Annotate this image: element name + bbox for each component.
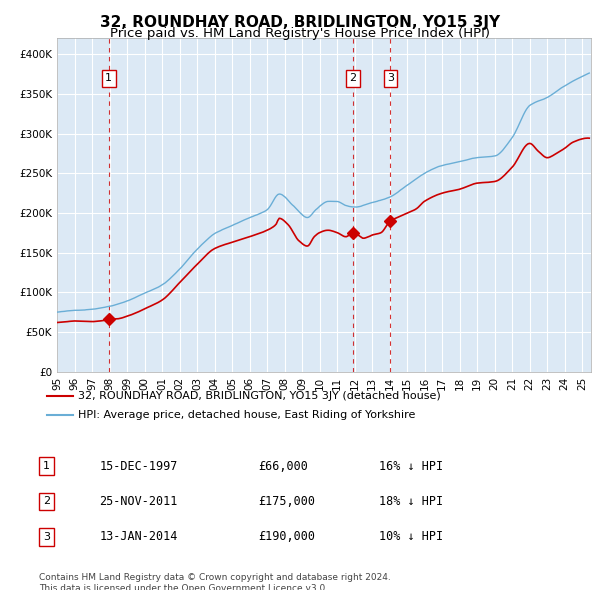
Text: £190,000: £190,000	[258, 530, 315, 543]
Text: Contains HM Land Registry data © Crown copyright and database right 2024.
This d: Contains HM Land Registry data © Crown c…	[39, 573, 391, 590]
Text: 32, ROUNDHAY ROAD, BRIDLINGTON, YO15 3JY: 32, ROUNDHAY ROAD, BRIDLINGTON, YO15 3JY	[100, 15, 500, 30]
Text: 1: 1	[106, 73, 112, 83]
Text: 1: 1	[43, 461, 50, 471]
Text: 25-NOV-2011: 25-NOV-2011	[100, 495, 178, 508]
Text: £66,000: £66,000	[258, 460, 308, 473]
Text: HPI: Average price, detached house, East Riding of Yorkshire: HPI: Average price, detached house, East…	[78, 411, 416, 420]
Text: 16% ↓ HPI: 16% ↓ HPI	[379, 460, 443, 473]
Text: 15-DEC-1997: 15-DEC-1997	[100, 460, 178, 473]
Text: 3: 3	[43, 532, 50, 542]
Text: 18% ↓ HPI: 18% ↓ HPI	[379, 495, 443, 508]
Text: 13-JAN-2014: 13-JAN-2014	[100, 530, 178, 543]
Text: £175,000: £175,000	[258, 495, 315, 508]
Text: 32, ROUNDHAY ROAD, BRIDLINGTON, YO15 3JY (detached house): 32, ROUNDHAY ROAD, BRIDLINGTON, YO15 3JY…	[78, 391, 441, 401]
Text: 2: 2	[43, 497, 50, 506]
Text: 10% ↓ HPI: 10% ↓ HPI	[379, 530, 443, 543]
Text: 2: 2	[349, 73, 356, 83]
Text: Price paid vs. HM Land Registry's House Price Index (HPI): Price paid vs. HM Land Registry's House …	[110, 27, 490, 40]
Text: 3: 3	[387, 73, 394, 83]
